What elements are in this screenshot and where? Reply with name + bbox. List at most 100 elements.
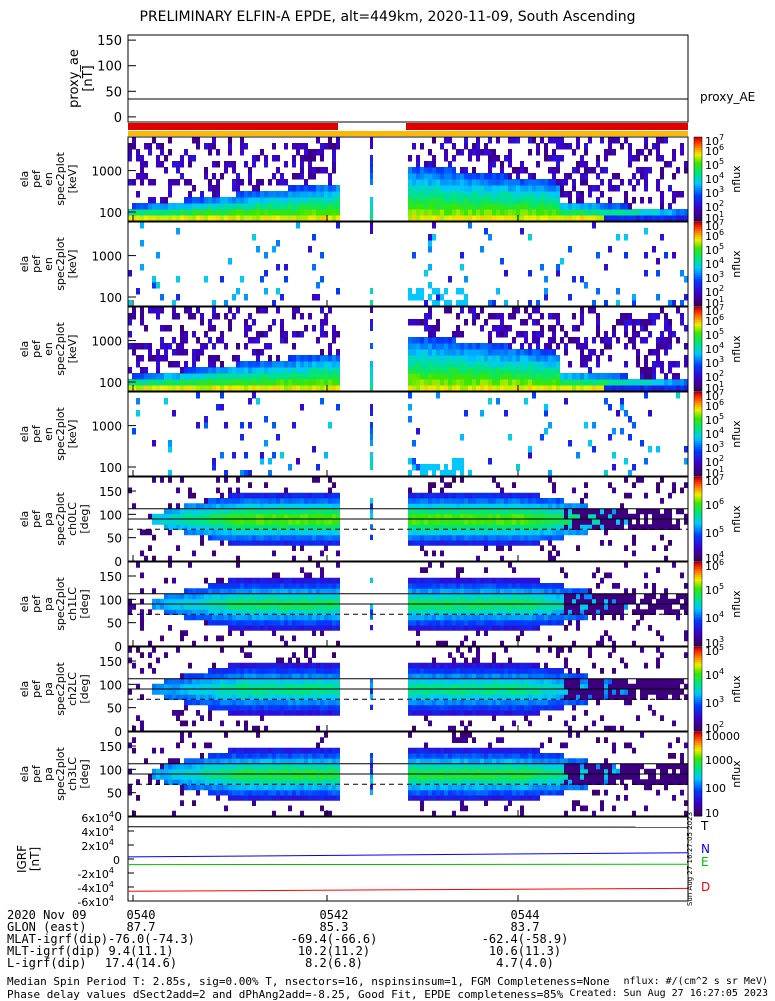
spectrogram-cell: [552, 325, 556, 332]
spectrogram-cell: [648, 373, 652, 380]
spectrogram-cell: [304, 203, 308, 210]
spectrogram-cell: [276, 373, 280, 380]
pitch-cell: [668, 604, 672, 610]
spectrogram-cell: [216, 191, 220, 198]
pitch-cell: [440, 530, 444, 536]
spectrogram-cell: [184, 331, 188, 338]
pitch-cell: [244, 578, 248, 584]
pitch-cell: [556, 530, 560, 536]
spectrogram-cell: [140, 264, 144, 271]
pitch-cell: [684, 519, 688, 525]
pitch-cell: [484, 530, 488, 536]
spectrogram-cell: [472, 307, 476, 314]
pitch-cell: [316, 530, 320, 536]
pitch-cell: [272, 573, 276, 579]
spectrogram-cell: [632, 209, 636, 216]
spectrogram-cell: [608, 379, 612, 386]
pitch-cell: [660, 477, 664, 483]
spectrogram-cell: [328, 373, 332, 380]
spectrogram-cell: [588, 307, 592, 314]
spectrogram-cell: [128, 143, 132, 150]
pitch-cell: [592, 609, 596, 615]
spectrogram-cell: [512, 191, 516, 198]
spectrogram-cell: [532, 379, 536, 386]
pitch-cell: [248, 604, 252, 610]
spectrogram-cell: [188, 197, 192, 204]
spectrogram-cell: [576, 161, 580, 168]
spectrogram-cell: [572, 313, 576, 320]
spectrogram-cell: [472, 349, 476, 356]
spectrogram-cell: [428, 313, 432, 320]
spectrogram-cell: [304, 325, 308, 332]
spectrogram-cell: [288, 209, 292, 216]
spectrogram-cell: [648, 313, 652, 320]
spectrogram-cell: [280, 209, 284, 216]
spectrogram-cell: [448, 173, 452, 180]
pitch-cell: [612, 615, 616, 621]
spectrogram-cell: [632, 294, 636, 301]
pitch-cell: [580, 509, 584, 515]
spectrogram-cell: [480, 349, 484, 356]
pitch-cell: [408, 493, 412, 499]
pitch-cell: [544, 615, 548, 621]
pitch-cell: [288, 588, 292, 594]
pitch-cell: [324, 509, 328, 515]
spectrogram-cell: [624, 203, 628, 210]
pitch-cell: [508, 493, 512, 499]
spectrogram-cell: [412, 179, 416, 186]
pitch-cell: [332, 620, 336, 626]
pitch-cell: [552, 509, 556, 515]
pitch-cell: [316, 498, 320, 504]
spectrogram-cell: [444, 197, 448, 204]
spectrogram-cell: [260, 379, 264, 386]
spectrogram-cell: [220, 197, 224, 204]
spectrogram-cell: [164, 203, 168, 210]
pitch-cell: [416, 583, 420, 589]
pitch-cell: [536, 578, 540, 584]
spectrogram-cell: [432, 209, 436, 216]
pitch-cell: [448, 540, 452, 546]
pitch-cell: [532, 588, 536, 594]
spectrogram-cell: [240, 137, 244, 144]
spectrogram-cell: [632, 155, 636, 162]
pitch-cell: [204, 519, 208, 525]
pitch-cell: [204, 530, 208, 536]
pitch-cell: [464, 583, 468, 589]
pitch-cell: [240, 604, 244, 610]
pitch-cell: [196, 604, 200, 610]
spectrogram-cell: [416, 343, 420, 350]
spectrogram-cell: [648, 319, 652, 326]
spectrogram-cell: [468, 191, 472, 198]
spectrogram-cell: [560, 155, 564, 162]
spectrogram-cell: [524, 337, 528, 344]
spectrogram-cell: [164, 398, 168, 405]
spectrogram-cell: [652, 379, 656, 386]
spectrogram-cell: [684, 294, 688, 301]
pitch-cell: [260, 509, 264, 515]
pitch-cell: [556, 503, 560, 509]
spectrogram-cell: [468, 209, 472, 216]
spectrogram-cell: [464, 197, 468, 204]
spectrogram-cell: [320, 361, 324, 368]
pitch-cell: [412, 609, 416, 615]
pitch-cell: [500, 540, 504, 546]
spectrogram-cell: [608, 246, 612, 253]
pitch-cell: [524, 498, 528, 504]
spectrogram-cell: [324, 373, 328, 380]
spectrogram-cell: [504, 270, 508, 277]
spectrogram-cell: [680, 143, 684, 150]
pitch-cell: [624, 562, 628, 568]
spectrogram-cell: [528, 355, 532, 362]
pitch-cell: [336, 498, 340, 504]
spectrogram-cell: [248, 337, 252, 344]
spectrogram-cell: [176, 167, 180, 174]
spectrogram-cell: [324, 361, 328, 368]
spectrogram-cell: [564, 143, 568, 150]
spectrogram-cell: [324, 331, 328, 338]
pitch-cell: [228, 710, 232, 716]
pitch-cell: [424, 551, 428, 557]
pitch-cell: [152, 535, 156, 541]
spectrogram-cell: [460, 209, 464, 216]
pitch-cell: [240, 588, 244, 594]
spectrogram-cell: [608, 179, 612, 186]
